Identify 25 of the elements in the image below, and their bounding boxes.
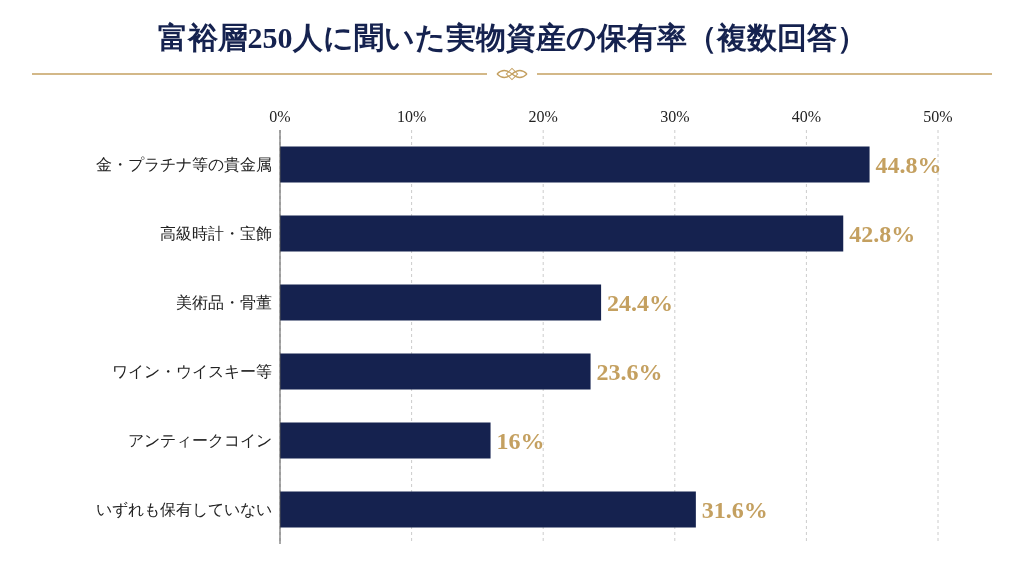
- y-tick-label: 金・プラチナ等の貴金属: [96, 156, 272, 174]
- y-tick-label: 高級時計・宝飾: [160, 225, 272, 243]
- x-tick-label: 50%: [923, 108, 953, 125]
- data-label: 44.8%: [875, 152, 942, 179]
- chart-title: 富裕層250人に聞いた実物資産の保有率（複数回答）: [156, 20, 868, 56]
- y-tick-label: いずれも保有していない: [96, 501, 272, 520]
- bar: [280, 284, 602, 321]
- bar: [280, 422, 491, 459]
- data-label: 31.6%: [701, 497, 768, 524]
- y-tick-label: アンティークコイン: [128, 432, 272, 450]
- y-tick-label: 美術品・骨董: [176, 294, 272, 312]
- bar: [280, 215, 844, 252]
- bar: [280, 491, 696, 528]
- data-label: 42.8%: [849, 221, 916, 248]
- data-label: 24.4%: [607, 290, 674, 317]
- x-tick-label: 30%: [660, 108, 690, 125]
- bar: [280, 353, 591, 390]
- x-tick-label: 10%: [396, 108, 427, 125]
- x-tick-label: 0%: [269, 108, 291, 125]
- x-tick-label: 40%: [791, 108, 822, 125]
- bar: [280, 146, 870, 183]
- y-tick-label: ワイン・ウイスキー等: [112, 363, 272, 381]
- x-tick-label: 20%: [528, 108, 558, 125]
- data-label: 23.6%: [596, 359, 663, 386]
- data-label: 16%: [496, 428, 545, 455]
